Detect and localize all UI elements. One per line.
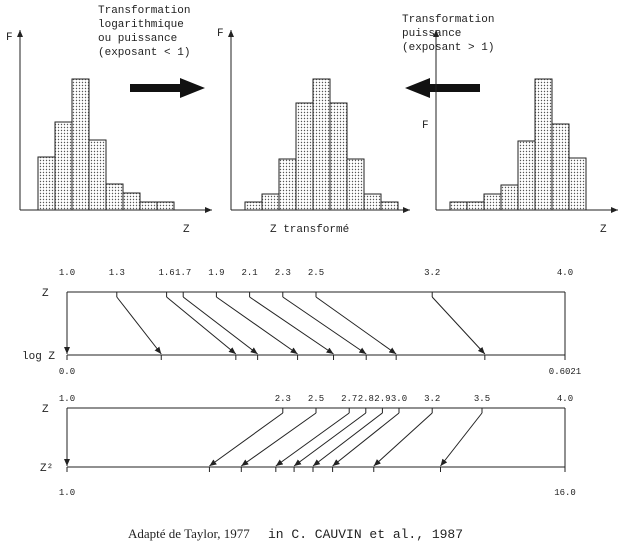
- arrow-left: [405, 78, 480, 98]
- caption-line: (exposant > 1): [402, 42, 494, 54]
- histogram-bar: [156, 201, 175, 211]
- mapping-arrow: [209, 412, 284, 467]
- histogram-bar: [312, 78, 331, 211]
- y-axis-label: F: [6, 32, 13, 44]
- histogram-bar: [71, 78, 90, 211]
- histogram-bar: [568, 157, 587, 211]
- histogram-bar: [37, 156, 56, 211]
- tick-label: 4.0: [557, 394, 573, 404]
- mapping-arrow: [332, 412, 400, 467]
- histograms: [37, 78, 587, 211]
- scale-label: Z: [42, 288, 49, 300]
- histogram-bar: [88, 139, 107, 211]
- y-axis-label: F: [217, 28, 224, 40]
- histogram-bar: [380, 201, 399, 211]
- tick-label: 1.3: [109, 268, 125, 278]
- histogram-bar: [551, 123, 570, 211]
- tick-label: 3.2: [424, 268, 440, 278]
- tick-label: 16.0: [554, 488, 576, 498]
- histogram-bar: [261, 193, 280, 211]
- histogram-bar: [483, 193, 502, 211]
- arrow-right: [130, 78, 205, 98]
- tick-label: 1.0: [59, 394, 75, 404]
- histogram-bar: [363, 193, 382, 211]
- histogram-bar: [466, 201, 485, 211]
- mapping-arrow: [431, 296, 486, 355]
- mapping-arrow: [241, 412, 317, 467]
- x-axis-label: Z transformé: [270, 224, 349, 236]
- caption-line: ou puissance: [98, 33, 177, 45]
- histogram-bar: [449, 201, 468, 211]
- x-axis-label: Z: [600, 224, 607, 236]
- mapping-arrow: [312, 412, 383, 467]
- tick-label: 2.7: [341, 394, 357, 404]
- mapping-arrow: [315, 296, 397, 355]
- tick-label: 1.0: [59, 268, 75, 278]
- tick-label: 3.5: [474, 394, 490, 404]
- tick-label: 0.6021: [549, 367, 581, 377]
- caption-line: Transformation: [402, 14, 494, 26]
- source: Adapté de Taylor, 1977: [128, 526, 250, 541]
- histogram-bar: [278, 158, 297, 211]
- mapping-arrow: [116, 296, 162, 355]
- tick-label: 2.8: [358, 394, 374, 404]
- y-axis-label: F: [422, 120, 429, 132]
- mapping-arrow: [166, 296, 237, 355]
- mapping-arrow: [216, 296, 298, 355]
- tick-label: 2.9: [374, 394, 390, 404]
- histogram-bar: [500, 184, 519, 211]
- caption-line: (exposant < 1): [98, 47, 190, 59]
- tick-label: 1.7: [175, 268, 191, 278]
- tick-label: 3.0: [391, 394, 407, 404]
- tick-label: 3.2: [424, 394, 440, 404]
- caption-line: logarithmique: [98, 19, 184, 31]
- histogram-bar: [139, 201, 158, 211]
- citation: in C. CAUVIN et al., 1987: [268, 527, 463, 542]
- scale-label: Z²: [40, 463, 53, 475]
- histogram-bar: [517, 140, 536, 211]
- x-axis-label: Z: [183, 224, 190, 236]
- mapping-arrow: [440, 412, 483, 467]
- tick-label: 2.5: [308, 394, 324, 404]
- caption-line: Transformation: [98, 5, 190, 17]
- scale-label: log Z: [22, 351, 55, 363]
- scale-label: Z: [42, 404, 49, 416]
- tick-label: 2.1: [241, 268, 257, 278]
- mapping-arrow: [275, 412, 350, 467]
- tick-label: 1.9: [208, 268, 224, 278]
- caption-line: puissance: [402, 28, 461, 40]
- histogram-bar: [295, 102, 314, 211]
- histogram-bar: [54, 121, 73, 211]
- histogram-bar: [244, 201, 263, 211]
- mapping-arrow: [373, 412, 433, 467]
- tick-label: 1.0: [59, 488, 75, 498]
- tick-label: 1.6: [158, 268, 174, 278]
- tick-label: 2.5: [308, 268, 324, 278]
- histogram-bar: [346, 158, 365, 211]
- histogram-bar: [329, 102, 348, 211]
- histogram-bar: [105, 183, 124, 211]
- tick-label: 2.3: [275, 394, 291, 404]
- tick-label: 2.3: [275, 268, 291, 278]
- histogram-bar: [534, 78, 553, 211]
- mapping-arrow: [249, 296, 334, 355]
- tick-label: 4.0: [557, 268, 573, 278]
- tick-label: 0.0: [59, 367, 75, 377]
- mapping-arrow: [293, 412, 367, 467]
- histogram-bar: [122, 192, 141, 211]
- mapping-arrow: [182, 296, 258, 355]
- mapping-arrow: [282, 296, 367, 355]
